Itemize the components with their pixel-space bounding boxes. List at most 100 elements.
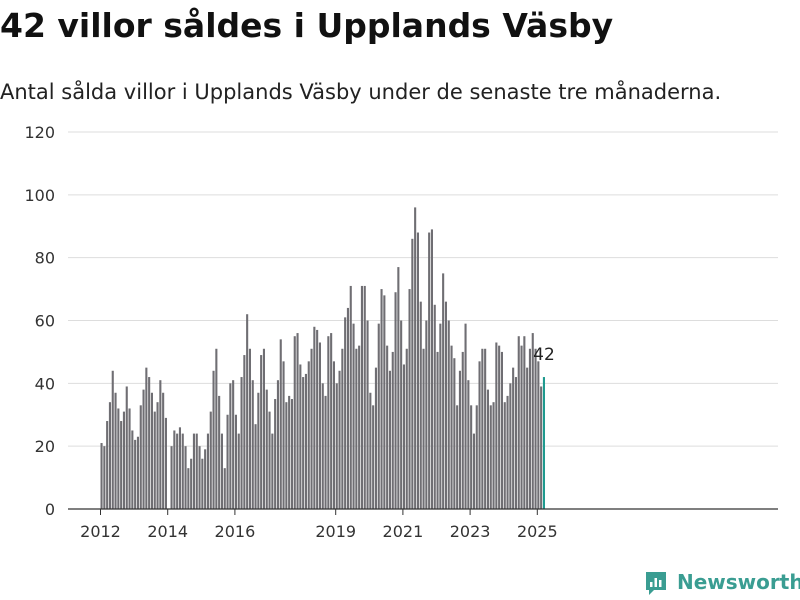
bar-2012-06 — [114, 392, 117, 509]
bar-2022-06 — [450, 345, 453, 509]
bar-2022-09 — [458, 370, 461, 509]
bar-2022-08 — [456, 405, 459, 509]
bar-2020-12 — [400, 320, 403, 509]
bar-2023-03 — [475, 405, 478, 509]
bar-2022-12 — [467, 380, 470, 509]
bar-2016-07 — [251, 380, 254, 509]
bar-2021-08 — [422, 348, 425, 509]
bar-2023-02 — [472, 433, 475, 509]
bar-2015-02 — [204, 449, 207, 509]
bar-2017-05 — [279, 339, 282, 509]
bar-2018-05 — [313, 326, 316, 509]
bar-2018-01 — [302, 377, 305, 509]
bar-2023-10 — [495, 342, 498, 509]
bar-2017-12 — [299, 364, 302, 509]
bar-2014-08 — [187, 468, 190, 509]
bar-2024-12 — [534, 348, 537, 509]
bar-2021-12 — [433, 304, 436, 509]
newsworthy-logo-text: Newsworthy — [677, 570, 800, 594]
bar-2018-03 — [307, 361, 310, 509]
bar-2013-12 — [164, 417, 167, 509]
bar-2024-02 — [506, 395, 509, 509]
bar-2025-01 — [537, 361, 540, 509]
last-value-label: 42 — [533, 345, 555, 365]
bar-2015-05 — [212, 370, 215, 509]
bar-2012-10 — [125, 386, 128, 509]
bar-2023-11 — [498, 345, 501, 509]
bar-2014-05 — [178, 427, 181, 509]
bar-2012-08 — [120, 421, 123, 509]
bar-2016-10 — [260, 355, 263, 509]
bar-2020-02 — [372, 405, 375, 509]
bar-2013-04 — [142, 389, 145, 509]
y-axis-labels: 0 20 40 60 80 100 120 — [24, 123, 55, 519]
bar-2018-02 — [304, 373, 307, 509]
bar-2019-08 — [355, 348, 358, 509]
bar-2012-05 — [111, 370, 114, 509]
bar-2018-06 — [316, 329, 319, 509]
bar-2024-03 — [509, 383, 512, 509]
bar-2019-10 — [360, 285, 363, 509]
x-tick-label: 2014 — [147, 522, 188, 541]
bar-2021-07 — [419, 301, 422, 509]
y-tick-label: 100 — [24, 186, 55, 205]
bar-2019-01 — [335, 383, 338, 509]
bar-2014-02 — [170, 446, 173, 509]
newsworthy-logo-icon — [646, 572, 666, 595]
bar-2018-11 — [330, 333, 333, 509]
bar-2014-09 — [190, 458, 193, 509]
bar-2013-05 — [145, 367, 148, 510]
bar-2021-06 — [416, 232, 419, 509]
bar-2015-10 — [226, 414, 229, 509]
bar-2012-12 — [131, 430, 134, 509]
bar-2016-06 — [248, 348, 251, 509]
bar-2017-09 — [290, 399, 293, 509]
bar-2024-04 — [512, 367, 515, 510]
bar-2024-09 — [526, 367, 529, 510]
bar-2023-04 — [478, 361, 481, 509]
bar-2017-10 — [293, 336, 296, 509]
bar-2020-10 — [394, 292, 397, 509]
bar-2019-04 — [344, 317, 347, 509]
bar-2025-02 — [540, 386, 543, 509]
bar-2023-08 — [489, 405, 492, 509]
bar-2020-08 — [388, 370, 391, 509]
bar-2014-12 — [198, 446, 201, 509]
bar-2023-05 — [481, 348, 484, 509]
bar-2018-12 — [332, 361, 335, 509]
y-tick-label: 60 — [35, 312, 55, 331]
bar-2017-03 — [274, 399, 277, 509]
bar-2022-07 — [453, 358, 456, 509]
bar-2016-02 — [237, 433, 240, 509]
bar-2024-06 — [517, 336, 520, 509]
bar-2014-06 — [181, 433, 184, 509]
bar-2013-11 — [162, 392, 165, 509]
annotations: 42 — [533, 345, 555, 365]
bar-2012-02 — [103, 446, 106, 509]
bar-2014-03 — [173, 430, 176, 509]
bar-2016-11 — [262, 348, 265, 509]
bar-2022-10 — [461, 351, 464, 509]
bar-2013-06 — [148, 377, 151, 509]
bar-2018-04 — [310, 348, 313, 509]
bar-2020-09 — [391, 351, 394, 509]
bar-2014-07 — [184, 446, 187, 509]
bar-2012-11 — [128, 408, 131, 509]
bar-2015-08 — [220, 433, 223, 509]
bar-2013-07 — [150, 392, 153, 509]
bar-2022-01 — [436, 351, 439, 509]
bar-2019-03 — [341, 348, 344, 509]
bar-2024-08 — [523, 336, 526, 509]
bar-2019-09 — [358, 345, 361, 509]
bar-2017-11 — [296, 333, 299, 509]
bar-2016-03 — [240, 377, 243, 509]
bar-2023-07 — [486, 389, 489, 509]
bar-2023-12 — [500, 351, 503, 509]
bar-2024-11 — [531, 333, 534, 509]
bar-2014-04 — [176, 433, 179, 509]
bar-2017-07 — [285, 402, 288, 509]
bar-2018-10 — [327, 336, 330, 509]
bar-2020-11 — [397, 267, 400, 509]
bar-2019-05 — [346, 307, 349, 509]
bar-2021-05 — [414, 207, 417, 509]
